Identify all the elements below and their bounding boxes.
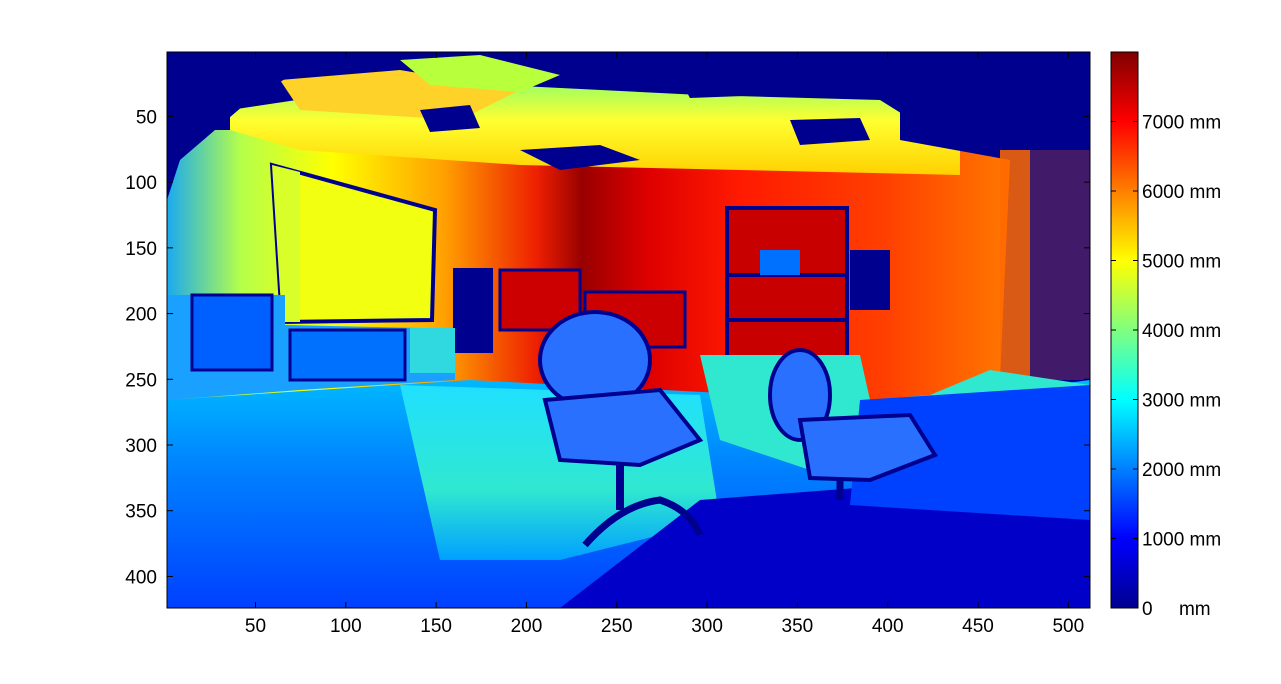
depth-image (167, 52, 1090, 608)
colorbar-tick-label: 7000 mm (1142, 113, 1221, 134)
colorbar-ticks: 0 mm 1000 mm 2000 mm 3000 mm 4000 mm 5000 mm 6… (1111, 113, 1221, 620)
colorbar-tick-label: 1000 mm (1142, 530, 1221, 551)
x-tick-label: 150 (420, 616, 452, 637)
colorbar-tick-label: 3000 mm (1142, 391, 1221, 412)
x-tick-label: 50 (245, 616, 266, 637)
x-tick-label: 400 (872, 616, 904, 637)
x-tick-label: 300 (691, 616, 723, 637)
x-tick-label: 450 (962, 616, 994, 637)
y-tick-label: 400 (125, 567, 157, 588)
y-tick-label: 100 (125, 173, 157, 194)
colorbar-tick-label: 4000 mm (1142, 321, 1221, 342)
y-tick-label: 250 (125, 370, 157, 391)
x-tick-label: 500 (1052, 616, 1084, 637)
y-tick-label: 200 (125, 305, 157, 326)
y-tick-label: 150 (125, 239, 157, 260)
x-tick-label: 200 (511, 616, 543, 637)
x-tick-label: 350 (782, 616, 814, 637)
plot-frame (166, 51, 1091, 609)
colorbar-tick-label: 6000 mm (1142, 182, 1221, 203)
y-tick-label: 350 (125, 502, 157, 523)
y-tick-label: 50 (136, 107, 157, 128)
colorbar-tick-label: 2000 mm (1142, 460, 1221, 481)
colorbar-tick-label: 0 mm (1142, 599, 1211, 620)
y-tick-label: 300 (125, 436, 157, 457)
x-tick-label: 100 (330, 616, 362, 637)
colorbar-tick-label: 5000 mm (1142, 252, 1221, 273)
x-tick-label: 250 (601, 616, 633, 637)
axes: 50 100 150 200 250 300 350 400 450 500 50 100 150 200… (125, 52, 1090, 637)
